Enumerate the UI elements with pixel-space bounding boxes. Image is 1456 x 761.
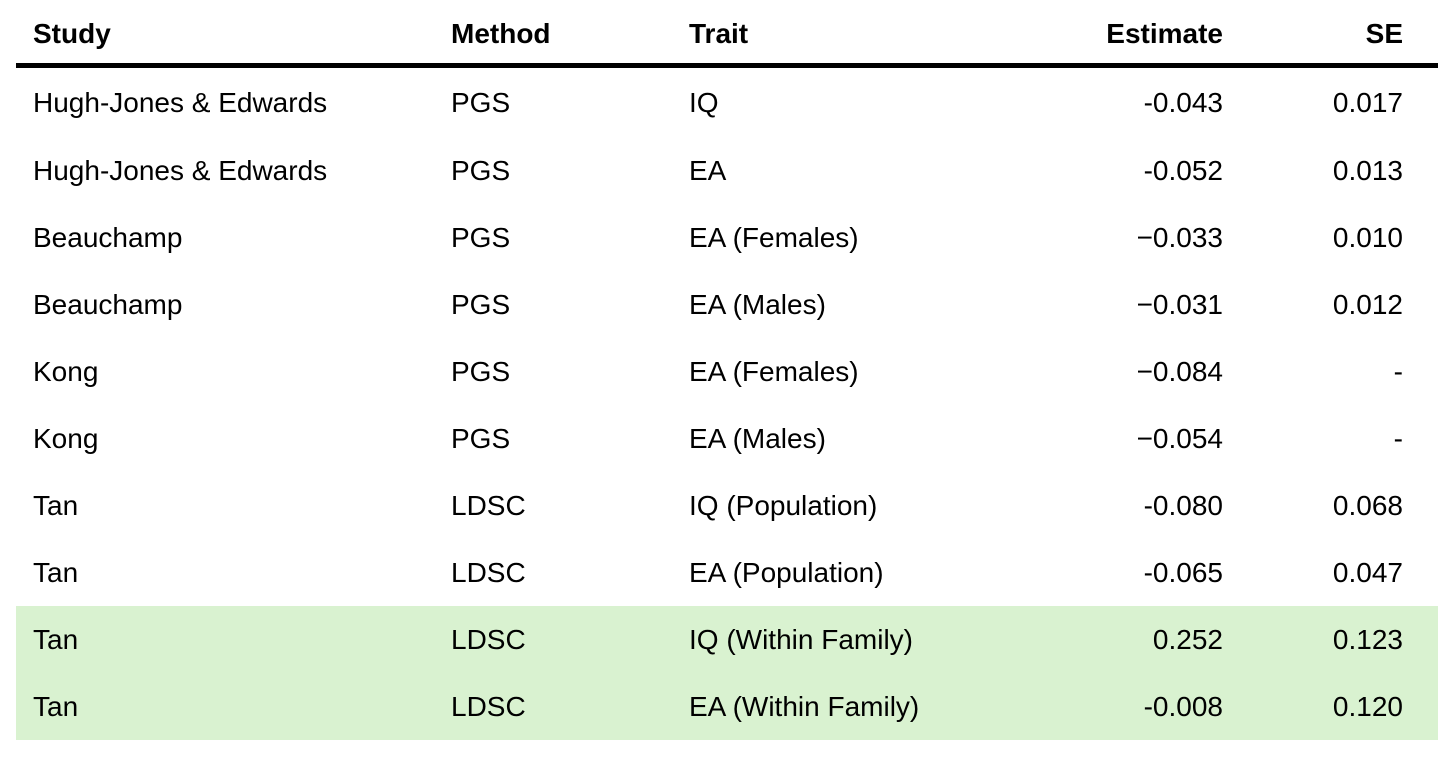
cell-study: Tan (33, 690, 79, 722)
header-estimate: Estimate (1106, 17, 1223, 49)
cell-estimate: -0.080 (1143, 489, 1223, 521)
cell-trait: EA (Males) (689, 422, 826, 454)
header-study: Study (33, 17, 111, 49)
cell-se: 0.120 (1332, 690, 1403, 722)
table-header: Study Method Trait Estimate SE (16, 0, 1438, 68)
cell-trait: EA (689, 154, 727, 186)
cell-se: 0.012 (1332, 288, 1403, 320)
cell-method: PGS (451, 86, 511, 118)
cell-method: PGS (451, 288, 511, 320)
cell-method: PGS (451, 154, 511, 186)
cell-study: Beauchamp (33, 288, 183, 320)
cell-trait: EA (Within Family) (689, 690, 920, 722)
cell-estimate: −0.033 (1136, 221, 1223, 253)
cell-trait: IQ (689, 86, 719, 118)
cell-study: Kong (33, 355, 99, 387)
table-row: Hugh-Jones & Edwards PGS IQ -0.043 0.017 (16, 68, 1438, 137)
cell-study: Hugh-Jones & Edwards (33, 86, 328, 118)
cell-estimate: -0.008 (1143, 690, 1223, 722)
cell-se: 0.047 (1332, 556, 1403, 588)
table-row: Tan LDSC IQ (Population) -0.080 0.068 (16, 472, 1438, 539)
table-row: Hugh-Jones & Edwards PGS EA -0.052 0.013 (16, 137, 1438, 204)
cell-trait: EA (Females) (689, 355, 859, 387)
table-body: Hugh-Jones & Edwards PGS IQ -0.043 0.017 Hugh… (16, 68, 1438, 740)
header-trait: Trait (689, 17, 749, 49)
cell-se: 0.123 (1332, 623, 1403, 655)
cell-trait: EA (Population) (689, 556, 884, 588)
cell-estimate: -0.052 (1143, 154, 1223, 186)
cell-method: PGS (451, 355, 511, 387)
table-row: Tan LDSC IQ (Within Family) 0.252 0.123 (16, 606, 1438, 673)
cell-trait: IQ (Population) (689, 489, 878, 521)
results-table: Study Method Trait Estimate SE Hugh-Jone… (16, 0, 1438, 740)
cell-trait: EA (Males) (689, 288, 826, 320)
cell-estimate: 0.252 (1152, 623, 1223, 655)
cell-trait: EA (Females) (689, 221, 859, 253)
header-method: Method (451, 17, 551, 49)
table-row: Kong PGS EA (Males) −0.054 - (16, 405, 1438, 472)
cell-study: Beauchamp (33, 221, 183, 253)
cell-se: - (1393, 355, 1403, 387)
cell-study: Tan (33, 556, 79, 588)
cell-study: Hugh-Jones & Edwards (33, 154, 328, 186)
cell-method: PGS (451, 221, 511, 253)
cell-method: LDSC (451, 690, 526, 722)
cell-method: LDSC (451, 556, 526, 588)
cell-se: 0.010 (1332, 221, 1403, 253)
cell-method: LDSC (451, 623, 526, 655)
table-row: Kong PGS EA (Females) −0.084 - (16, 338, 1438, 405)
cell-study: Tan (33, 489, 79, 521)
cell-method: PGS (451, 422, 511, 454)
header-se: SE (1365, 17, 1403, 49)
cell-se: 0.013 (1332, 154, 1403, 186)
table-row: Tan LDSC EA (Within Family) -0.008 0.120 (16, 673, 1438, 740)
table-row: Beauchamp PGS EA (Females) −0.033 0.010 (16, 204, 1438, 271)
cell-estimate: -0.065 (1143, 556, 1223, 588)
cell-se: - (1393, 422, 1403, 454)
cell-study: Tan (33, 623, 79, 655)
cell-se: 0.017 (1332, 86, 1403, 118)
cell-estimate: −0.084 (1136, 355, 1223, 387)
table-row: Tan LDSC EA (Population) -0.065 0.047 (16, 539, 1438, 606)
cell-estimate: -0.043 (1143, 86, 1223, 118)
cell-estimate: −0.031 (1136, 288, 1223, 320)
table-row: Beauchamp PGS EA (Males) −0.031 0.012 (16, 271, 1438, 338)
cell-method: LDSC (451, 489, 526, 521)
cell-estimate: −0.054 (1136, 422, 1223, 454)
cell-study: Kong (33, 422, 99, 454)
cell-se: 0.068 (1332, 489, 1403, 521)
cell-trait: IQ (Within Family) (689, 623, 913, 655)
